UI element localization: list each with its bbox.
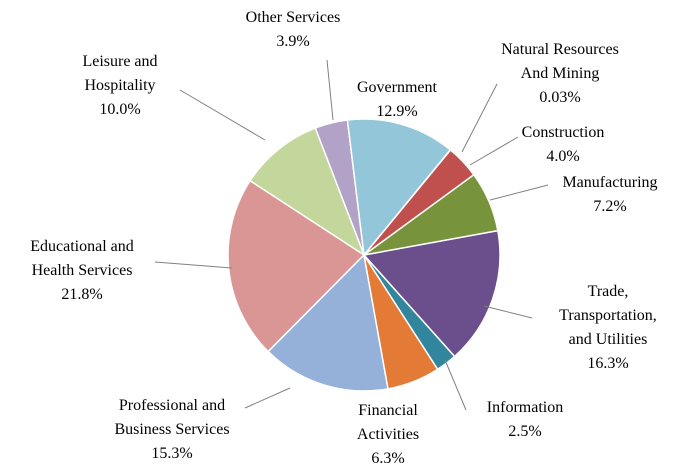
slice-label: Financial Activities 6.3% bbox=[278, 399, 498, 471]
category-name: Other Services bbox=[245, 9, 341, 26]
value-label: 12.9% bbox=[376, 103, 418, 120]
slice-label: Government 12.9% bbox=[287, 76, 507, 124]
pie-slice bbox=[346, 118, 452, 257]
leader-line bbox=[489, 184, 549, 201]
value-label: 16.3% bbox=[587, 355, 629, 372]
slice-label: Construction 4.0% bbox=[453, 121, 673, 169]
slice-label: Leisure and Hospitality 10.0% bbox=[10, 50, 230, 122]
value-label: 15.3% bbox=[151, 445, 193, 462]
leader-line bbox=[154, 261, 233, 269]
leader-line bbox=[179, 89, 266, 141]
value-label: 7.2% bbox=[593, 198, 627, 215]
pie-slice bbox=[249, 127, 366, 257]
value-label: 4.0% bbox=[546, 148, 580, 165]
slice-label: Trade, Transportation, and Utilities 16.3… bbox=[498, 280, 683, 376]
pie-slice bbox=[227, 179, 366, 353]
leader-line bbox=[444, 359, 467, 411]
category-name: Government bbox=[357, 79, 437, 96]
category-name: Information bbox=[486, 399, 564, 416]
slice-label: Educational and Health Services 21.8% bbox=[0, 235, 192, 307]
category-name: Financial Activities bbox=[356, 402, 420, 443]
category-name: Natural Resources And Mining bbox=[501, 41, 619, 82]
slice-label: Information 2.5% bbox=[415, 396, 635, 444]
pie-slice bbox=[267, 253, 389, 392]
leader-line bbox=[244, 387, 291, 409]
leader-line bbox=[461, 83, 498, 153]
leader-line bbox=[483, 305, 533, 319]
category-name: Professional and Business Services bbox=[114, 397, 230, 438]
pie-slice bbox=[362, 229, 501, 358]
value-label: 21.8% bbox=[61, 286, 103, 303]
category-name: Construction bbox=[521, 124, 605, 141]
value-label: 3.9% bbox=[276, 33, 310, 50]
leader-line bbox=[326, 59, 334, 121]
category-name: Manufacturing bbox=[562, 174, 658, 191]
slice-label: Professional and Business Services 15.3% bbox=[62, 394, 282, 466]
category-name: Trade, Transportation, and Utilities bbox=[559, 283, 657, 348]
slice-label: Natural Resources And Mining 0.03% bbox=[450, 38, 670, 110]
category-name: Educational and Health Services bbox=[30, 238, 134, 279]
category-name: Leisure and Hospitality bbox=[82, 53, 158, 94]
leader-lines bbox=[154, 59, 549, 411]
value-label: 10.0% bbox=[99, 101, 141, 118]
slice-label: Manufacturing 7.2% bbox=[500, 171, 683, 219]
leader-line bbox=[469, 136, 519, 166]
value-label: 2.5% bbox=[508, 423, 542, 440]
value-label: 0.03% bbox=[539, 89, 581, 106]
slice-label: Other Services 3.9% bbox=[183, 6, 403, 54]
value-label: 6.3% bbox=[371, 450, 405, 467]
